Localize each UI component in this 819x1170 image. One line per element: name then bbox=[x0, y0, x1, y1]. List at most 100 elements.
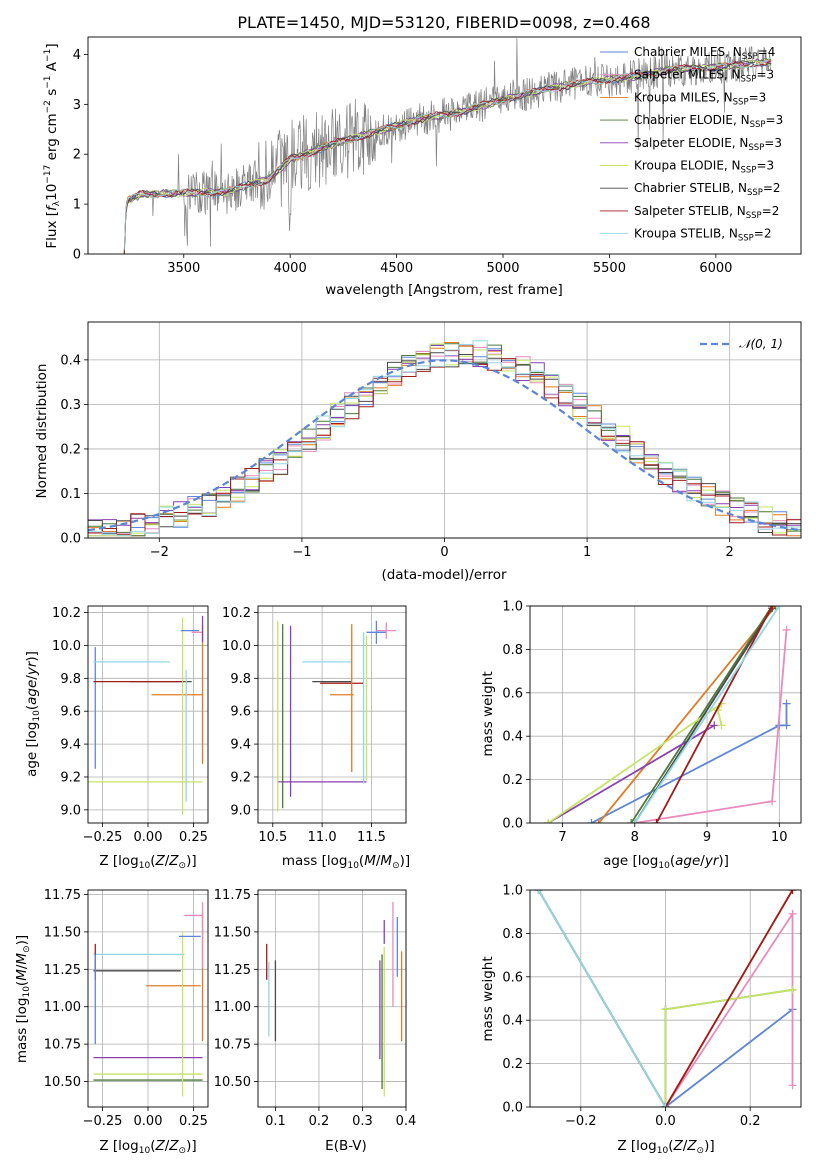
y-tick-label: 0.0 bbox=[502, 1101, 523, 1116]
legend-entry: Kroupa MILES, NSSP=3 bbox=[634, 90, 766, 107]
normal-gaussian-curve bbox=[88, 359, 801, 532]
mass-ylabel: mass [log10(M/M⊙)] bbox=[14, 935, 32, 1063]
x-tick-label: 8 bbox=[631, 830, 639, 845]
mw-age-xlabel: age [log10(age/yr)] bbox=[603, 853, 729, 871]
mass-weight-cumulative-line bbox=[634, 629, 788, 823]
legend-entry: Kroupa STELIB, NSSP=2 bbox=[634, 227, 772, 244]
observed-spectrum bbox=[123, 38, 771, 254]
x-tick-label: 11.5 bbox=[357, 830, 386, 845]
x-tick-label: 0.00 bbox=[134, 830, 163, 845]
y-tick-label: 10.0 bbox=[52, 639, 81, 654]
y-tick-label: 9.0 bbox=[60, 803, 81, 818]
plus-marker bbox=[630, 819, 639, 823]
y-tick-label: 0.1 bbox=[60, 487, 81, 502]
y-tick-label: 11.25 bbox=[214, 963, 251, 978]
spectrum-title: PLATE=1450, MJD=53120, FIBERID=0098, z=0… bbox=[237, 13, 650, 32]
x-tick-label: −0.25 bbox=[83, 830, 123, 845]
y-tick-label: 1 bbox=[73, 198, 81, 213]
plot-area bbox=[88, 340, 801, 537]
y-tick-label: 10.75 bbox=[214, 1038, 251, 1053]
mass-weight-cumulative-line bbox=[547, 702, 723, 823]
plus-marker bbox=[534, 890, 543, 894]
x-tick-label: 5500 bbox=[593, 261, 626, 276]
y-tick-label: 0 bbox=[73, 248, 81, 263]
plus-marker bbox=[710, 721, 719, 730]
x-tick-label: 6000 bbox=[699, 261, 732, 276]
plus-marker bbox=[788, 1081, 797, 1090]
age-ylabel: age [log10(age/yr)] bbox=[24, 651, 42, 777]
x-tick-label: 0.2 bbox=[309, 1114, 330, 1129]
age-mass-xlabel: mass [log10(M/M⊙)] bbox=[282, 853, 410, 871]
y-tick-label: 11.50 bbox=[44, 925, 81, 940]
y-tick-label: 0.0 bbox=[502, 817, 523, 832]
x-tick-label: 0.00 bbox=[134, 1114, 163, 1129]
plus-marker bbox=[652, 819, 661, 823]
y-tick-label: 0.8 bbox=[502, 927, 523, 942]
mass-weight-cumulative-line bbox=[664, 910, 794, 1107]
mass-vs-metallicity-plot: −0.25 0.00 0.25 10.50 10.75 11.00 11.25 11.50 11… bbox=[44, 888, 209, 1129]
age-z-xlabel: Z [log10(Z/Z⊙)] bbox=[99, 853, 196, 871]
y-tick-label: 11.00 bbox=[44, 1000, 81, 1015]
y-tick-label: 10.0 bbox=[222, 639, 251, 654]
plus-marker bbox=[661, 1005, 670, 1014]
y-tick-label: 1.0 bbox=[502, 884, 523, 899]
model-spectrum-line bbox=[123, 58, 772, 254]
x-tick-label: 0.4 bbox=[396, 1114, 417, 1129]
mass-weight-cumulative-line bbox=[664, 1008, 794, 1107]
y-tick-label: 0.3 bbox=[60, 398, 81, 413]
x-tick-label: 5000 bbox=[486, 261, 519, 276]
plus-marker bbox=[717, 721, 726, 730]
plus-marker bbox=[782, 721, 791, 730]
plus-marker bbox=[775, 606, 784, 610]
y-tick-label: 11.75 bbox=[44, 888, 81, 903]
y-tick-label: 9.0 bbox=[230, 803, 251, 818]
y-tick-label: 10.2 bbox=[222, 606, 251, 621]
mass-vs-extinction-plot: 0.1 0.2 0.3 0.4 10.50 10.75 11.00 11.25 11.50 11.… bbox=[214, 888, 417, 1129]
legend-entry: 𝒩(0, 1) bbox=[739, 337, 783, 351]
mass-weight-vs-metallicity-plot: −0.2 0.0 0.2 0.0 0.2 0.4 0.6 0.8 1.0 bbox=[502, 884, 802, 1129]
axes-frame bbox=[257, 605, 407, 824]
plus-marker bbox=[544, 819, 553, 823]
y-tick-label: 0.6 bbox=[502, 970, 523, 985]
plus-marker bbox=[782, 699, 791, 708]
y-tick-label: 9.2 bbox=[230, 770, 251, 785]
x-tick-label: 9 bbox=[703, 830, 711, 845]
mass-weight-cumulative-line bbox=[630, 606, 773, 823]
mass-weight-cumulative-line bbox=[664, 890, 794, 1107]
spectrum-legend: Chabrier MILES, NSSP=4 Salpeter MILES, NS… bbox=[600, 45, 783, 244]
plot-area bbox=[544, 606, 791, 823]
x-tick-label: −0.25 bbox=[83, 1114, 123, 1129]
y-tick-label: 4 bbox=[73, 48, 81, 63]
x-tick-label: 11.0 bbox=[308, 830, 337, 845]
mass-weight-cumulative-line bbox=[664, 988, 793, 1107]
y-tick-label: 0.2 bbox=[502, 773, 523, 788]
y-tick-label: 1.0 bbox=[502, 600, 523, 615]
residual-xlabel: (data-model)/error bbox=[381, 567, 507, 583]
legend-entry: Chabrier MILES, NSSP=4 bbox=[634, 45, 775, 62]
ebv-xlabel: E(B-V) bbox=[325, 1138, 367, 1154]
y-tick-label: 10.2 bbox=[52, 606, 81, 621]
y-tick-label: 11.00 bbox=[214, 1000, 251, 1015]
y-tick-label: 9.2 bbox=[60, 770, 81, 785]
residual-ylabel: Normed distribution bbox=[34, 364, 50, 499]
y-tick-label: 10.50 bbox=[44, 1075, 81, 1090]
y-tick-label: 10.75 bbox=[44, 1038, 81, 1053]
x-tick-label: 4500 bbox=[380, 261, 413, 276]
mass-weight-cumulative-line bbox=[537, 890, 667, 1107]
axes-frame bbox=[529, 605, 802, 824]
x-tick-label: 0.25 bbox=[179, 830, 208, 845]
plus-marker bbox=[627, 819, 636, 823]
y-tick-label: 0.4 bbox=[502, 1014, 523, 1029]
y-tick-label: 11.25 bbox=[44, 963, 81, 978]
plus-marker bbox=[768, 606, 777, 610]
mass-weight-cumulative-line bbox=[598, 606, 777, 823]
plot-area bbox=[88, 615, 204, 815]
x-tick-label: −2 bbox=[150, 545, 169, 560]
spectrum-plot: 3500 4000 4500 5000 5500 6000 0 1 2 3 4 bbox=[73, 36, 802, 276]
x-tick-label: 3500 bbox=[167, 261, 200, 276]
mass-weight-cumulative-line bbox=[655, 606, 773, 823]
age-vs-metallicity-plot: −0.25 0.00 0.25 9.0 9.2 9.4 9.6 9.8 10.0 10.2 bbox=[52, 605, 209, 845]
residual-histogram-step bbox=[88, 340, 801, 536]
plot-area bbox=[277, 620, 397, 812]
